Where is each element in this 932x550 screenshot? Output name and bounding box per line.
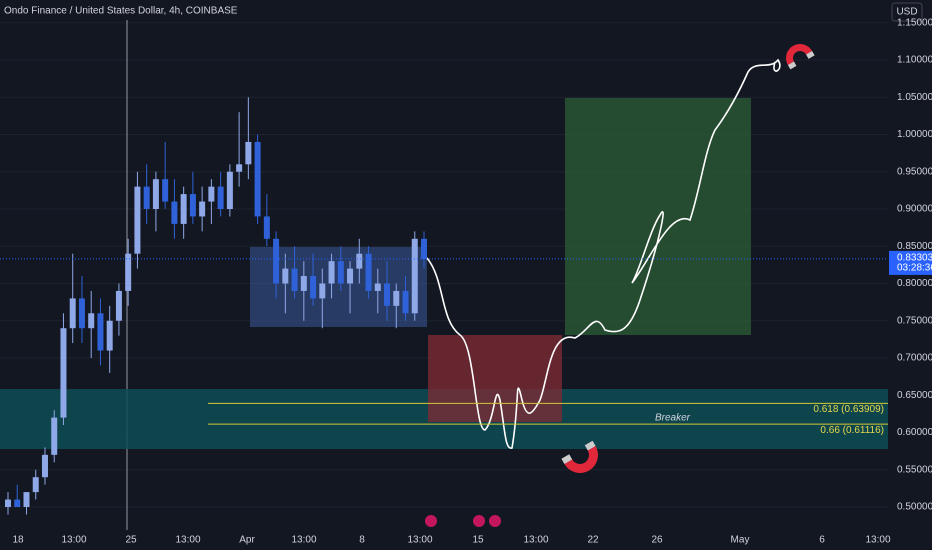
time-tick-label: 13:00: [291, 535, 316, 546]
time-tick-label: 13:00: [865, 535, 890, 546]
currency-button[interactable]: [891, 2, 923, 22]
candle-body: [69, 298, 76, 329]
candle-body: [337, 261, 344, 284]
candle-body: [300, 276, 307, 291]
candle-body: [162, 179, 169, 202]
price-tick-label: 1.00000: [897, 129, 932, 140]
candle-body: [365, 253, 372, 291]
price-tick-label: 0.50000: [897, 502, 932, 513]
fib-label: 0.618 (0.63909): [813, 404, 884, 415]
candle-body: [254, 141, 261, 217]
candle-body: [60, 328, 67, 418]
price-tick-label: 0.70000: [897, 353, 932, 364]
time-tick-label: 13:00: [523, 535, 548, 546]
candle-body: [125, 253, 132, 291]
candle-body: [106, 320, 113, 351]
price-axis: [888, 0, 932, 550]
time-tick-label: 13:00: [175, 535, 200, 546]
candle-body: [217, 186, 224, 209]
countdown: 03:28:36: [897, 263, 932, 274]
candle-body: [41, 454, 48, 478]
candle-body: [421, 238, 427, 259]
candle-body: [199, 201, 206, 217]
time-tick-label: 13:00: [407, 535, 432, 546]
candle-body: [23, 492, 30, 507]
time-tick-label: 6: [819, 535, 825, 546]
candle-body: [347, 268, 354, 284]
candle-body: [402, 290, 409, 314]
time-axis: [0, 530, 888, 550]
time-tick-label: 25: [125, 535, 137, 546]
price-tick-label: 0.85000: [897, 241, 932, 252]
entry-zone: [428, 335, 562, 422]
price-tick-label: 1.15000: [897, 17, 932, 28]
last-price-label: 0.83303: [897, 253, 932, 264]
last-price-box: [889, 250, 932, 275]
price-tick-label: 0.95000: [897, 166, 932, 177]
candle-body: [88, 313, 95, 329]
price-tick-label: 1.05000: [897, 92, 932, 103]
magnet-bottom: [561, 440, 598, 473]
candle-body: [393, 290, 400, 306]
price-tick-label: 0.65000: [897, 390, 932, 401]
price-tick-label: 0.90000: [897, 204, 932, 215]
candle-body: [374, 283, 381, 291]
magnet-top: [786, 44, 815, 70]
price-tick-label: 0.75000: [897, 315, 932, 326]
candle-body: [263, 216, 270, 239]
candle-body: [236, 164, 243, 172]
candle-body: [384, 283, 391, 306]
candle-body: [291, 268, 298, 291]
time-tick-label: 22: [587, 535, 599, 546]
time-tick-label: 26: [651, 535, 663, 546]
candle-body: [328, 261, 335, 284]
price-tick-label: 0.80000: [897, 278, 932, 289]
candle-body: [180, 194, 187, 224]
candle-body: [78, 298, 85, 329]
time-tick-label: 13:00: [61, 535, 86, 546]
range-box: [250, 247, 427, 327]
candle-body: [5, 499, 11, 507]
candle-body: [319, 283, 326, 299]
time-tick-label: 18: [12, 535, 24, 546]
projection-path: [426, 58, 781, 449]
event-icons: [425, 515, 501, 527]
candle-body: [32, 477, 39, 493]
chart-title: Ondo Finance / United States Dollar, 4h,…: [4, 6, 238, 17]
candle-body: [115, 290, 122, 321]
time-tick-label: 8: [359, 535, 365, 546]
target-zone: [565, 98, 751, 335]
candle-body: [226, 171, 233, 209]
candle-body: [97, 313, 104, 351]
candle-body: [208, 186, 215, 202]
candle-body: [14, 499, 21, 507]
candle-body: [411, 238, 418, 314]
time-tick-label: May: [731, 535, 750, 546]
candle-body: [356, 253, 363, 269]
candle-body: [245, 141, 252, 165]
candle-body: [134, 186, 141, 254]
fib-label: 0.66 (0.61116): [820, 425, 884, 436]
currency-label: USD: [896, 7, 917, 18]
price-tick-label: 0.60000: [897, 427, 932, 438]
time-tick-label: Apr: [239, 535, 255, 546]
candle-body: [152, 179, 159, 209]
annotation: Breaker: [655, 413, 691, 424]
candle-body: [143, 186, 150, 209]
price-tick-label: 0.55000: [897, 464, 932, 475]
candle-body: [51, 417, 58, 455]
candle-body: [189, 194, 196, 217]
candle-body: [171, 201, 178, 224]
time-tick-label: 15: [472, 535, 484, 546]
candle-body: [310, 276, 317, 299]
candle-body: [282, 268, 289, 284]
price-tick-label: 1.10000: [897, 55, 932, 66]
candle-body: [273, 238, 280, 284]
